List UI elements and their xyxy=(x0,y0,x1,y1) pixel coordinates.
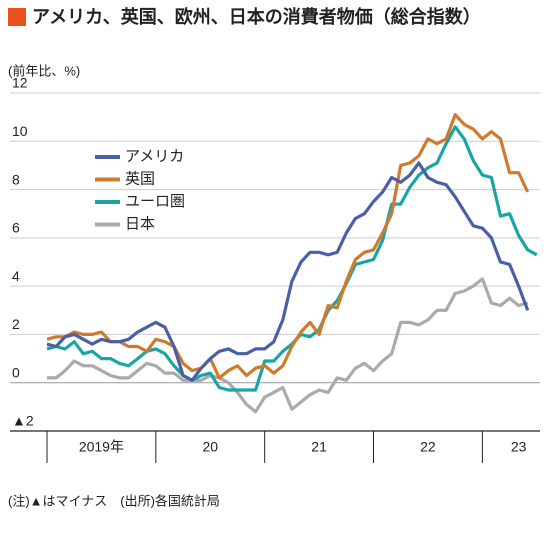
series-line xyxy=(46,125,538,392)
chart-title: アメリカ、英国、欧州、日本の消費者物価（総合指数） xyxy=(32,6,481,27)
x-tick-label: 23 xyxy=(511,439,527,455)
x-tick-label: 20 xyxy=(202,439,218,455)
legend-label: 英国 xyxy=(125,169,155,187)
legend-label: 日本 xyxy=(125,215,155,232)
y-tick-label: 8 xyxy=(12,171,20,187)
y-tick-label: 10 xyxy=(12,123,28,139)
y-tick-label: 12 xyxy=(12,75,28,91)
y-tick-label: ▲2 xyxy=(12,413,34,429)
note: (注)▲はマイナス (出所)各国統計局 xyxy=(8,493,220,508)
x-tick-label: 2019年 xyxy=(79,439,124,455)
series-line xyxy=(46,113,530,380)
series-line xyxy=(46,161,530,382)
axis-unit: (前年比、%) xyxy=(8,63,80,78)
x-tick-label: 21 xyxy=(311,439,327,455)
title-marker xyxy=(8,8,26,26)
x-tick-label: 22 xyxy=(420,439,436,455)
y-tick-label: 0 xyxy=(12,364,20,380)
legend-label: アメリカ xyxy=(125,148,184,165)
y-tick-label: 6 xyxy=(12,220,20,236)
legend-label: ユーロ圏 xyxy=(125,193,185,210)
series-line xyxy=(47,277,529,414)
y-tick-label: 4 xyxy=(12,268,20,284)
y-tick-label: 2 xyxy=(12,316,20,332)
